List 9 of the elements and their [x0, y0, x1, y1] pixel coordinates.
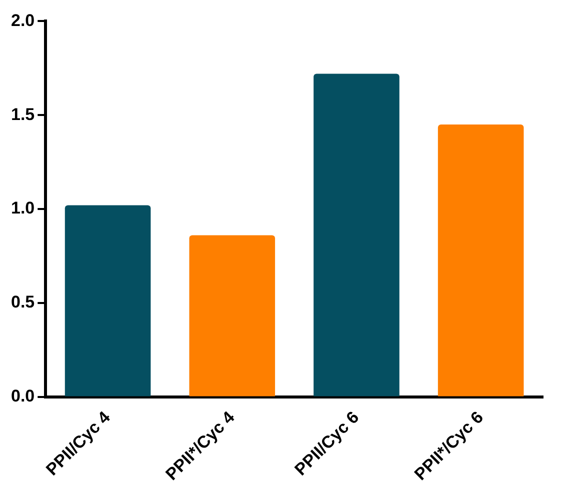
bar: [64, 205, 151, 396]
y-tick-label: 0.0: [10, 386, 35, 406]
y-tick-label: 0.5: [10, 292, 35, 312]
y-tick-label: 1.0: [10, 198, 35, 218]
y-tick-label: 2.0: [10, 10, 35, 30]
bar: [314, 74, 400, 396]
y-tick-label: 1.5: [10, 104, 35, 124]
bar: [438, 124, 524, 396]
bar: [189, 235, 276, 396]
